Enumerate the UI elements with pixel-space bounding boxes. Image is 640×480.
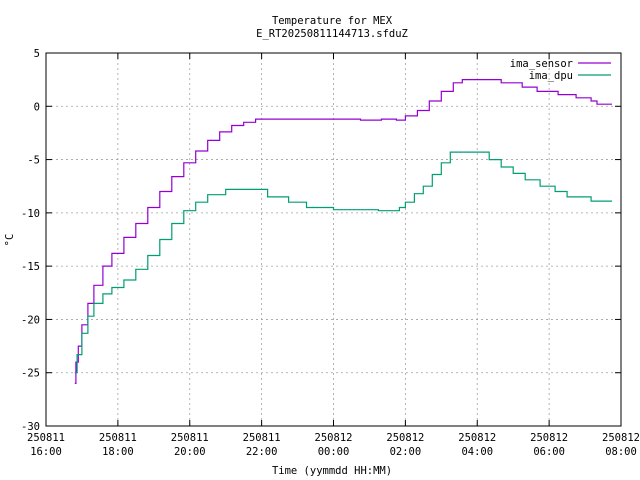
x-tick-label-date: 250812 [602, 432, 640, 444]
x-tick-label-date: 250811 [27, 432, 65, 444]
x-tick-label-time: 02:00 [390, 446, 422, 458]
series-line-ima-sensor [74, 79, 612, 384]
series-layer [74, 79, 612, 384]
y-tick-label: -20 [21, 314, 40, 326]
y-tick-label: -5 [27, 155, 40, 167]
chart-subtitle: E_RT20250811144713.sfduZ [256, 28, 408, 40]
x-axis-ticks: 250811 16:00 250811 18:00 250811 20:00 250811 2… [27, 53, 640, 458]
grid-lines [46, 53, 621, 426]
x-tick-label-time: 22:00 [246, 446, 278, 458]
x-axis-label: Time (yymmdd HH:MM) [272, 465, 392, 477]
x-tick-label-time: 18:00 [102, 446, 134, 458]
x-tick-label-date: 250811 [99, 432, 137, 444]
x-tick-label-date: 250812 [530, 432, 568, 444]
x-tick-label-time: 08:00 [605, 446, 637, 458]
y-tick-label: -15 [21, 261, 40, 273]
x-tick-label-date: 250812 [386, 432, 424, 444]
legend-label-ima-dpu: ima_dpu [529, 70, 573, 82]
x-tick-label-time: 00:00 [318, 446, 350, 458]
y-tick-label: -10 [21, 208, 40, 220]
x-tick-label-date: 250812 [315, 432, 353, 444]
series-line-ima-dpu [74, 151, 612, 374]
x-tick-label-date: 250811 [171, 432, 209, 444]
y-tick-label: -30 [21, 421, 40, 433]
x-tick-label-date: 250811 [243, 432, 281, 444]
x-tick-label-time: 16:00 [30, 446, 62, 458]
x-tick-label-time: 20:00 [174, 446, 206, 458]
x-tick-label-time: 06:00 [533, 446, 565, 458]
y-tick-label: -25 [21, 368, 40, 380]
x-tick-label-time: 04:00 [461, 446, 493, 458]
chart-title: Temperature for MEX [272, 15, 393, 27]
y-tick-label: 5 [34, 48, 40, 60]
y-axis-ticks: 5 0 -5 -10 -15 -20 -25 -30 [21, 48, 621, 433]
y-tick-label: 0 [34, 101, 40, 113]
y-axis-label: °C [4, 234, 16, 247]
legend-label-ima-sensor: ima_sensor [510, 58, 573, 70]
x-tick-label-date: 250812 [458, 432, 496, 444]
